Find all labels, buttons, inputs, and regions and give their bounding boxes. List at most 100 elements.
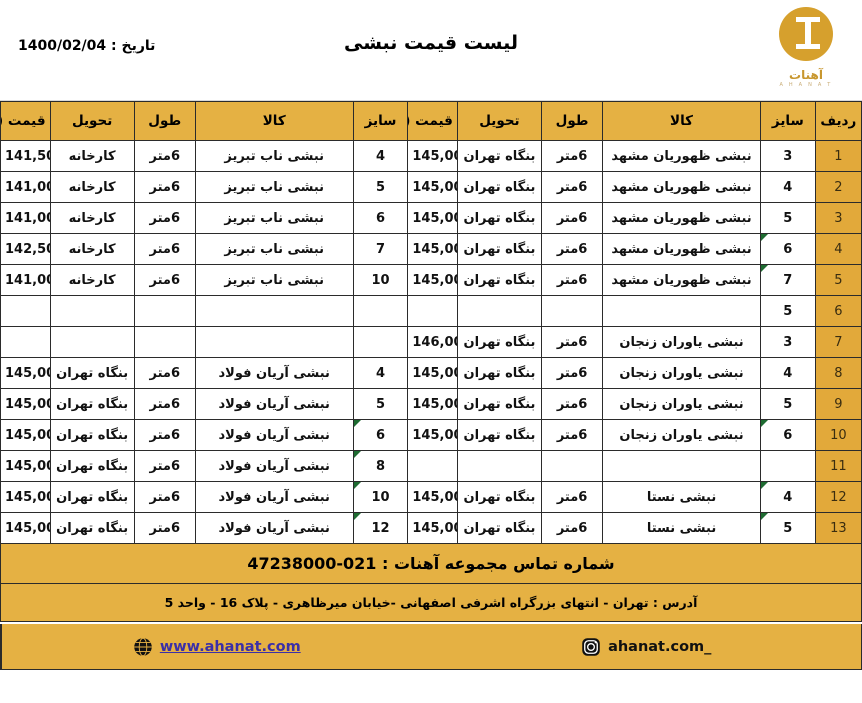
address-bar: آدرس : تهران - انتهای بزرگراه اشرفی اصفه…: [0, 584, 862, 622]
cell-length-right: 6متر: [541, 233, 604, 265]
cell-price-left: 145,000: [0, 450, 51, 482]
cell-product-left: نبشی آریان فولاد: [194, 450, 354, 482]
cell-delivery-right: [456, 450, 543, 482]
cell-length-right: 6متر: [541, 481, 604, 513]
cell-size-left: 6: [352, 419, 409, 451]
cell-product-left: نبشی آریان فولاد: [194, 481, 354, 513]
cell-delivery-left: [49, 326, 135, 358]
cell-product-right: [602, 450, 761, 482]
col-header-delivery-r: تحویل: [456, 101, 543, 141]
cell-size-right: 3: [759, 140, 816, 172]
cell-price-right: [407, 450, 458, 482]
price-table-wrapper: ردیف سایز کالا طول تحویل قیمت (ریال) سای…: [0, 101, 862, 544]
cell-price-right: 145,000: [407, 481, 458, 513]
cell-size-right: 5: [759, 295, 816, 327]
cell-delivery-left: بنگاه تهران: [49, 357, 135, 389]
cell-length-right: 6متر: [541, 388, 604, 420]
cell-radif: 9: [814, 388, 862, 420]
cell-price-left: 141,000: [0, 202, 51, 234]
cell-product-right: نبشی یاوران زنجان: [602, 388, 761, 420]
cell-delivery-right: بنگاه تهران: [456, 140, 543, 172]
cell-price-left: 145,000: [0, 419, 51, 451]
cell-product-left: نبشی آریان فولاد: [194, 357, 354, 389]
cell-delivery-left: بنگاه تهران: [49, 388, 135, 420]
col-header-length-r: طول: [541, 101, 604, 141]
cell-price-right: 145,000: [407, 419, 458, 451]
footer-divider: [0, 622, 862, 624]
cell-radif: 4: [814, 233, 862, 265]
website-link[interactable]: www.ahanat.com: [1, 624, 432, 669]
cell-radif: 13: [814, 512, 862, 544]
col-header-size-r: سایز: [759, 101, 816, 141]
cell-price-right: [407, 295, 458, 327]
cell-length-right: [541, 295, 604, 327]
cell-price-right: 145,000: [407, 202, 458, 234]
cell-length-right: 6متر: [541, 140, 604, 172]
cell-length-left: 6متر: [133, 512, 196, 544]
cell-product-right: [602, 295, 761, 327]
cell-delivery-right: بنگاه تهران: [456, 171, 543, 203]
col-header-price-l: قیمت (ریال): [0, 101, 51, 141]
instagram-link[interactable]: ahanat.com_: [432, 624, 862, 669]
cell-size-left: 7: [352, 233, 409, 265]
cell-delivery-left: بنگاه تهران: [49, 481, 135, 513]
company-logo: آهنات A H A N A T: [760, 4, 852, 98]
cell-radif: 7: [814, 326, 862, 358]
cell-size-right: 5: [759, 512, 816, 544]
logo-subtext: A H A N A T: [779, 81, 833, 88]
cell-price-right: 145,000: [407, 233, 458, 265]
cell-product-right: نبشی ظهوریان مشهد: [602, 171, 761, 203]
date-label: تاریخ : 1400/02/04: [18, 38, 156, 54]
logo-wordmark: آهنات: [789, 68, 823, 82]
cell-product-left: نبشی ناب تبریز: [194, 202, 354, 234]
cell-delivery-left: [49, 295, 135, 327]
cell-price-right: 145,000: [407, 140, 458, 172]
cell-delivery-left: بنگاه تهران: [49, 512, 135, 544]
cell-length-right: 6متر: [541, 512, 604, 544]
cell-product-right: نبشی ظهوریان مشهد: [602, 264, 761, 296]
cell-size-left: [352, 295, 409, 327]
cell-size-left: 10: [352, 481, 409, 513]
cell-price-left: [0, 295, 51, 327]
cell-price-left: 145,000: [0, 512, 51, 544]
cell-size-left: 10: [352, 264, 409, 296]
cell-length-right: 6متر: [541, 171, 604, 203]
cell-radif: 1: [814, 140, 862, 172]
table-header-row: ردیف سایز کالا طول تحویل قیمت (ریال) سای…: [0, 101, 862, 141]
cell-product-left: نبشی آریان فولاد: [194, 419, 354, 451]
cell-price-right: 145,000: [407, 388, 458, 420]
cell-radif: 10: [814, 419, 862, 451]
cell-price-right: 145,000: [407, 264, 458, 296]
col-header-radif: ردیف: [814, 101, 862, 141]
cell-product-left: نبشی ناب تبریز: [194, 171, 354, 203]
cell-size-right: 6: [759, 233, 816, 265]
cell-length-left: 6متر: [133, 357, 196, 389]
table-row: 10 6 نبشی یاوران زنجان 6متر بنگاه تهران 145,0…: [0, 419, 862, 451]
cell-radif: 6: [814, 295, 862, 327]
cell-product-left: نبشی آریان فولاد: [194, 512, 354, 544]
cell-price-right: 145,000: [407, 357, 458, 389]
cell-product-right: نبشی یاوران زنجان: [602, 419, 761, 451]
cell-length-left: 6متر: [133, 450, 196, 482]
cell-product-left: نبشی ناب تبریز: [194, 140, 354, 172]
contact-phone-bar: شماره تماس مجموعه آهنات : 021-47238000: [0, 544, 862, 584]
cell-radif: 11: [814, 450, 862, 482]
footer-links-bar: ahanat.com_ www.ahanat.com: [0, 624, 862, 670]
cell-length-left: 6متر: [133, 233, 196, 265]
cell-length-left: 6متر: [133, 264, 196, 296]
cell-radif: 2: [814, 171, 862, 203]
cell-delivery-left: بنگاه تهران: [49, 419, 135, 451]
cell-product-right: نبشی نستا: [602, 481, 761, 513]
cell-delivery-left: کارخانه: [49, 233, 135, 265]
col-header-product-l: کالا: [194, 101, 354, 141]
cell-size-left: 6: [352, 202, 409, 234]
cell-length-right: [541, 450, 604, 482]
cell-size-left: 4: [352, 357, 409, 389]
